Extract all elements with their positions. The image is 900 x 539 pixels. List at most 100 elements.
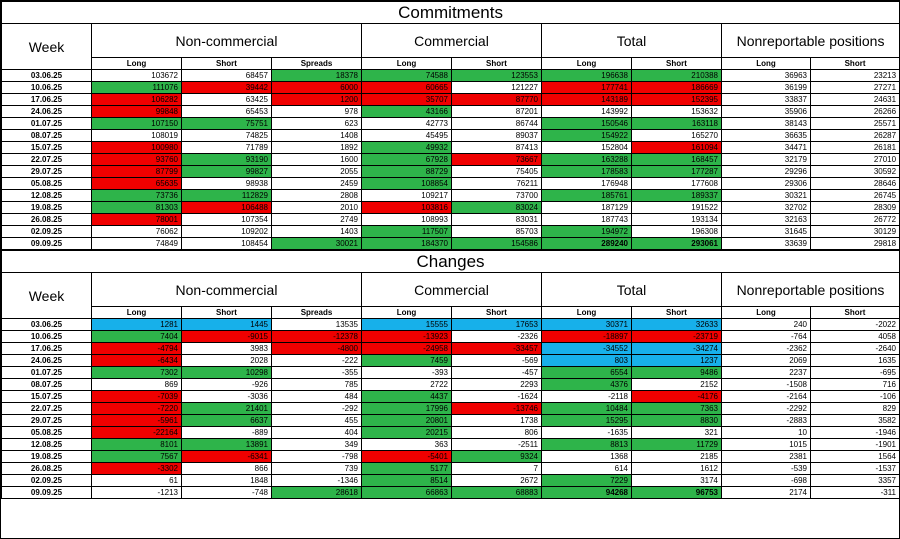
value-cell: -2022 [810,318,900,331]
value-cell: 5177 [361,462,452,475]
value-cell: 7404 [91,330,182,343]
value-cell: 2055 [271,165,362,178]
table-row: 29.07.25 87799 99827 2055 88729 75405 178583 17… [1,165,900,178]
table-row: 02.09.25 61 1848 -1346 8514 2672 7229 3174 -698 3… [1,474,900,487]
value-cell: -22164 [91,426,182,439]
value-cell: 3582 [810,414,900,427]
value-cell: -2640 [810,342,900,355]
value-cell: 8813 [541,438,632,451]
column-header: Long [721,306,811,319]
value-cell: -24958 [361,342,452,355]
value-cell: 10 [721,426,811,439]
value-cell: 65453 [181,105,272,118]
group-nonreportable: Nonreportable positions [721,272,900,307]
value-cell: 2293 [451,378,542,391]
value-cell: 2185 [631,450,722,463]
value-cell: 1015 [721,438,811,451]
value-cell: 163288 [541,153,632,166]
value-cell: 2237 [721,366,811,379]
value-cell: 1408 [271,129,362,142]
value-cell: 154586 [451,237,542,250]
value-cell: 121227 [451,81,542,94]
value-cell: 163118 [631,117,722,130]
value-cell: 1368 [541,450,632,463]
value-cell: 75751 [181,117,272,130]
value-cell: 35906 [721,105,811,118]
value-cell: 152804 [541,141,632,154]
value-cell: 76062 [91,225,182,238]
value-cell: -2326 [451,330,542,343]
value-cell: 2381 [721,450,811,463]
value-cell: 32633 [631,318,722,331]
value-cell: 26287 [809,129,900,142]
week-cell: 29.07.25 [1,414,92,427]
value-cell: 1600 [271,153,362,166]
value-cell: 3983 [181,342,272,355]
value-cell: 74825 [181,129,272,142]
table-row: 19.08.25 7567 -6341 -798 -5401 9324 1368 2185 23… [1,450,900,463]
week-cell: 03.06.25 [1,69,92,82]
value-cell: 17653 [451,318,542,331]
value-cell: 193134 [631,213,722,226]
value-cell: 43166 [361,105,452,118]
week-cell: 05.08.25 [1,177,92,190]
column-header: Spreads [271,306,362,319]
week-cell: 03.06.25 [1,318,92,331]
value-cell: 177608 [631,177,722,190]
table-row: 08.07.25 108019 74825 1408 45495 89037 154922 1… [1,129,900,142]
value-cell: 1403 [271,225,362,238]
value-cell: 76211 [451,177,542,190]
value-cell: 28309 [809,201,900,214]
value-cell: -926 [181,378,272,391]
value-cell: -3302 [91,462,182,475]
value-cell: -5401 [361,450,452,463]
column-header: Short [451,306,542,319]
value-cell: -2292 [721,402,811,415]
value-cell: 99827 [181,165,272,178]
value-cell: 187743 [541,213,632,226]
value-cell: 178583 [541,165,632,178]
value-cell: 2722 [361,378,452,391]
value-cell: 60665 [361,81,452,94]
value-cell: 8830 [631,414,722,427]
value-cell: 7229 [541,474,632,487]
value-cell: 13891 [181,438,272,451]
value-cell: 29306 [721,177,811,190]
value-cell: 614 [541,462,632,475]
value-cell: 404 [271,426,362,439]
value-cell: 99848 [91,105,182,118]
column-header: Short [181,306,272,319]
value-cell: -457 [451,366,542,379]
value-cell: 30321 [721,189,811,202]
value-cell: 8514 [361,474,452,487]
column-header: Long [721,57,811,70]
table-row: 15.07.25 100980 71789 1892 49932 87413 152804 1… [1,141,900,154]
table-row: 10.06.25 7404 -9015 -12378 -13923 -2326 -18897… [1,330,900,343]
table-row: 05.08.25 65635 98938 2459 108854 76211 176948 1… [1,177,900,190]
value-cell: 8101 [91,438,182,451]
value-cell: 6000 [271,81,362,94]
value-cell: 7363 [631,402,722,415]
group-commercial: Commercial [361,272,542,307]
changes-table: Changes Week Non-commercial Commercial T… [1,250,900,499]
value-cell: 30371 [541,318,632,331]
value-cell: -33457 [451,342,542,355]
week-cell: 08.07.25 [1,378,92,391]
week-cell: 01.07.25 [1,366,92,379]
value-cell: 103672 [91,69,182,82]
column-header: Long [91,306,182,319]
value-cell: 28646 [809,177,900,190]
week-cell: 15.07.25 [1,390,92,403]
value-cell: 94268 [541,486,632,499]
column-header: Long [361,57,452,70]
value-cell: 78001 [91,213,182,226]
value-cell: 6637 [181,414,272,427]
value-cell: 96753 [631,486,722,499]
value-cell: 85703 [451,225,542,238]
value-cell: 785 [271,378,362,391]
value-cell: 68457 [181,69,272,82]
value-cell: 25571 [809,117,900,130]
value-cell: -1213 [91,486,182,499]
week-cell: 10.06.25 [1,330,92,343]
value-cell: 739 [271,462,362,475]
